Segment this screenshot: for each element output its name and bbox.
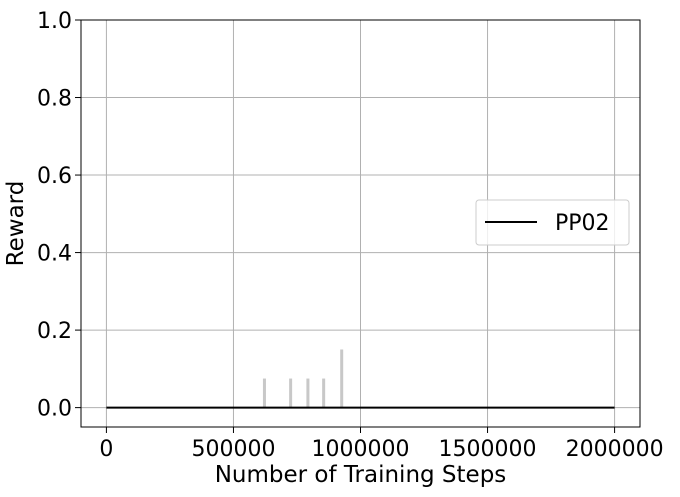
x-tick-label: 500000 — [191, 437, 275, 462]
y-tick-label: 0.0 — [37, 397, 72, 422]
y-axis-label: Reward — [3, 181, 29, 267]
y-tick-label: 0.2 — [37, 319, 72, 344]
x-tick-label: 1000000 — [312, 437, 410, 462]
y-tick-label: 0.6 — [37, 164, 72, 189]
legend: PP02 — [475, 199, 630, 246]
y-tick-label: 1.0 — [37, 9, 72, 34]
x-axis-label: Number of Training Steps — [215, 462, 507, 488]
x-tick-label: 2000000 — [566, 437, 664, 462]
y-tick-label: 0.8 — [37, 87, 72, 112]
x-tick-label: 1500000 — [439, 437, 537, 462]
axis-ticks: 0 500000 1000000 1500000 2000000 0.0 0.2 0.4 0.6… — [37, 9, 664, 462]
legend-box — [475, 199, 630, 246]
x-tick-label: 0 — [99, 437, 113, 462]
reward-spikes — [262, 349, 344, 408]
legend-label: PP02 — [555, 211, 610, 236]
y-tick-label: 0.4 — [37, 242, 72, 267]
